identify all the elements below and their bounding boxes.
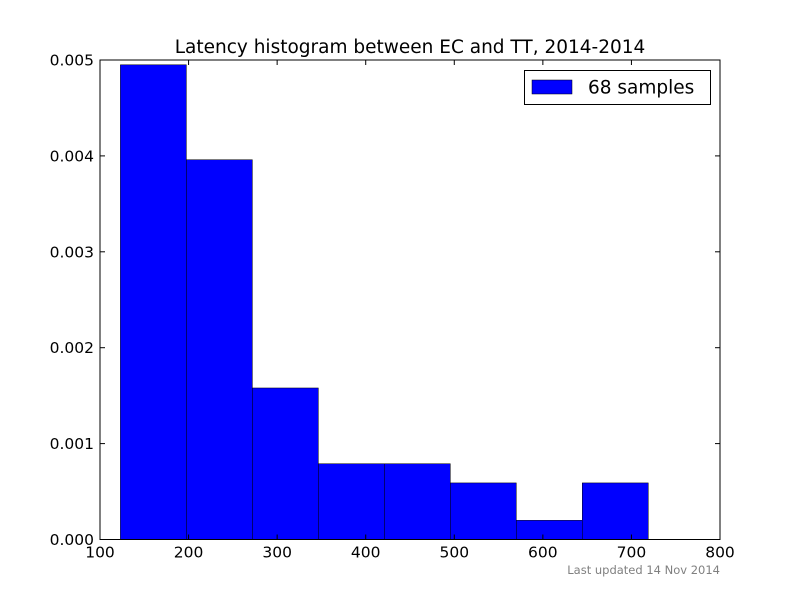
legend: 68 samples [524,70,711,105]
histogram-bar [384,463,451,540]
histogram-bar [582,482,649,540]
histogram-bar [186,159,253,540]
plot-frame [99,59,721,540]
histogram-bar [120,64,187,540]
y-tick-label: 0.003 [50,243,94,261]
y-tick-label: 0.001 [50,435,94,453]
x-tick-label: 600 [528,544,558,562]
histogram-bar [516,520,583,540]
x-tick-label: 100 [85,544,115,562]
x-tick-label: 700 [617,544,647,562]
x-tick-label: 200 [174,544,204,562]
x-tick-label: 400 [351,544,381,562]
y-tick-label: 0.004 [50,147,94,165]
histogram-bar [252,387,319,540]
y-tick-label: 0.005 [50,52,94,70]
footnote-last-updated: Last updated 14 Nov 2014 [567,563,720,577]
x-tick-label: 500 [439,544,469,562]
chart-title: Latency histogram between EC and TT, 201… [175,37,646,58]
histogram-bar [450,482,517,540]
x-tick-label: 300 [262,544,292,562]
y-tick-label: 0.002 [50,339,94,357]
histogram-bar [318,463,385,540]
y-tick-label: 0.000 [50,531,94,549]
histogram-bars [120,64,649,540]
legend-swatch-68-samples [531,79,573,95]
legend-label-68-samples: 68 samples [588,78,694,99]
y-axis-ticks: 0.000 0.001 0.002 0.003 0.004 0.005 [50,52,720,549]
x-tick-label: 800 [705,544,735,562]
x-axis-ticks: 100 200 300 400 500 600 700 800 [85,60,735,562]
